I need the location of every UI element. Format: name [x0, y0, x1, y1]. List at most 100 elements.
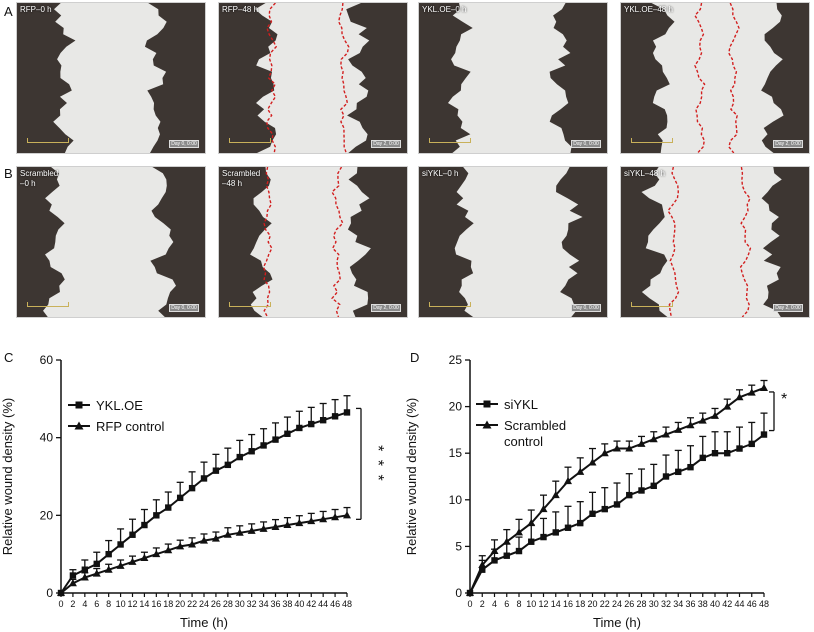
x-tick-label: 18	[163, 599, 173, 609]
migration-front-right	[739, 167, 752, 317]
y-axis-label: Relative wound density (%)	[404, 398, 419, 556]
scale-ruler	[27, 302, 69, 307]
data-point	[551, 490, 560, 499]
x-tick-label: 42	[722, 599, 732, 609]
cell-layer-right	[761, 167, 809, 317]
series-line	[469, 433, 765, 594]
x-tick-label: 6	[504, 599, 509, 609]
x-tick-label: 8	[106, 599, 111, 609]
x-tick-label: 2	[70, 599, 75, 609]
x-tick-label: 8	[516, 599, 521, 609]
x-tick-label: 12	[538, 599, 548, 609]
micrograph-label: YKL.OE–0 h	[422, 5, 467, 14]
data-point	[283, 520, 292, 529]
data-point	[260, 442, 267, 449]
data-point	[223, 530, 232, 538]
micrograph-label: siYKL–48 h	[624, 169, 665, 178]
x-tick-label: 36	[685, 599, 695, 609]
data-point	[699, 454, 706, 462]
data-point	[105, 550, 112, 558]
x-tick-label: 20	[175, 599, 185, 609]
micrograph-label: Scrambled –0 h	[20, 169, 59, 188]
data-point	[247, 526, 256, 534]
data-point	[760, 431, 768, 438]
cell-layer-right	[346, 3, 407, 153]
data-point	[528, 538, 535, 545]
x-tick-label: 32	[247, 599, 257, 609]
micrograph-8: siYKL–48 h Day 2, 0:00	[620, 166, 810, 318]
data-point	[675, 468, 682, 476]
micrograph-6: Scrambled –48 h Day 2, 0:00	[218, 166, 408, 318]
scale-ruler	[27, 138, 69, 143]
data-point	[626, 491, 633, 499]
x-axis-label: Time (h)	[593, 615, 641, 630]
data-point	[128, 557, 137, 565]
x-axis-label: Time (h)	[180, 615, 228, 630]
data-point	[116, 561, 125, 569]
legend-marker-triangle	[74, 421, 84, 430]
data-point	[57, 588, 65, 596]
data-point	[686, 421, 695, 429]
x-tick-label: 38	[282, 599, 292, 609]
x-tick-label: 32	[661, 599, 671, 609]
data-point	[600, 449, 609, 457]
data-point	[747, 388, 756, 396]
micrograph-2: RFP–48 h Day 2, 0:00	[218, 2, 408, 154]
legend-label: siYKL	[504, 397, 538, 412]
x-tick-label: 24	[199, 599, 209, 609]
data-point	[165, 504, 172, 511]
legend-label: YKL.OE	[96, 398, 143, 413]
data-point	[479, 566, 486, 573]
cell-layer-left	[219, 3, 278, 153]
data-point	[343, 409, 351, 416]
data-point	[319, 416, 327, 424]
scale-ruler	[429, 138, 471, 143]
cell-layer-right	[761, 3, 809, 153]
migration-front-right	[331, 167, 344, 317]
scale-ruler	[229, 138, 271, 143]
data-point	[188, 540, 197, 548]
micrograph-label: Scrambled –48 h	[222, 169, 261, 188]
data-point	[515, 528, 523, 536]
x-tick-label: 42	[306, 599, 316, 609]
data-point	[564, 524, 572, 531]
legend-marker-square	[483, 400, 491, 408]
micrograph-3: YKL.OE–0 h Day 0, 0:00	[418, 2, 608, 154]
panel-label-d: D	[410, 350, 420, 365]
x-tick-label: 0	[467, 599, 472, 609]
series-line	[60, 411, 348, 594]
data-point	[478, 560, 487, 569]
data-point	[211, 534, 220, 542]
data-point	[68, 579, 77, 587]
data-point	[637, 439, 646, 447]
scale-ruler	[631, 302, 673, 307]
data-point	[129, 531, 136, 538]
data-point	[638, 487, 645, 494]
data-point	[200, 536, 208, 544]
y-tick-label: 40	[40, 431, 54, 445]
y-tick-label: 25	[449, 353, 463, 367]
significance-marker: * * *	[369, 445, 386, 483]
data-point	[503, 552, 510, 559]
x-tick-label: 46	[747, 599, 757, 609]
data-point	[319, 515, 328, 523]
data-point	[164, 546, 173, 554]
data-point	[224, 461, 232, 469]
x-tick-label: 14	[551, 599, 561, 609]
data-point	[188, 484, 196, 492]
x-tick-label: 30	[235, 599, 245, 609]
data-point	[331, 513, 340, 521]
data-point	[711, 411, 719, 419]
scale-ruler	[229, 302, 271, 307]
cell-layer-right	[549, 3, 607, 153]
data-point	[153, 512, 160, 519]
migration-front-right	[728, 3, 740, 153]
data-point	[650, 482, 657, 490]
cell-layer-left	[621, 3, 675, 153]
series-triangle	[57, 506, 351, 596]
series-square	[57, 395, 351, 597]
legend-label: control	[504, 434, 543, 449]
migration-front-left	[265, 3, 278, 153]
timestamp-badge: Day 2, 0:00	[371, 304, 401, 312]
x-tick-label: 46	[330, 599, 340, 609]
